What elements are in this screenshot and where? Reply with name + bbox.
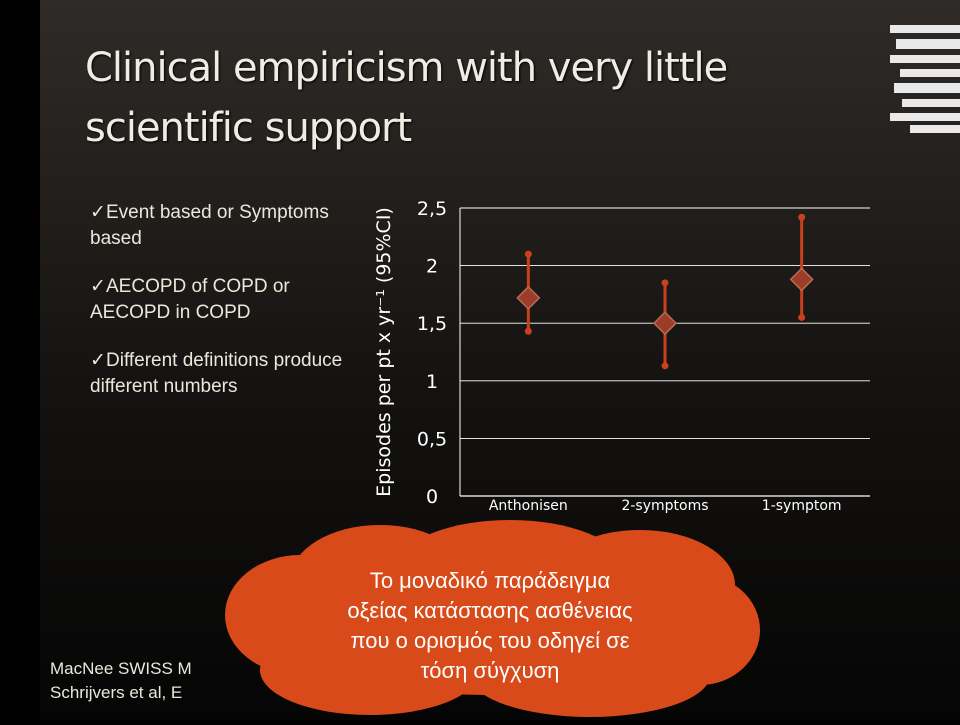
y-tick-label: 0,5 [417,428,447,450]
callout-line: τόση σύγχυση [420,658,560,683]
bullet-text: Different definitions produce different … [90,350,343,397]
reference-line: MacNee SWISS M [50,659,192,678]
callout-line: Το μοναδικό παράδειγμα [369,568,611,593]
data-point-diamond [789,267,814,292]
cloud-shape [225,520,760,717]
bullet-text: Event based or Symptoms based [90,202,329,249]
bullet-list: ✓Event based or Symptoms based ✓AECOPD o… [90,200,350,422]
y-tick-label: 2 [426,256,438,278]
y-tick-label: 0 [426,486,438,508]
bullet-item: ✓AECOPD of COPD or AECOPD in COPD [90,274,350,326]
exacerbation-chart: Episodes per pt x yr⁻¹ (95%CI) 0 0,5 1 1,5 2 2… [373,198,870,514]
checkmark-icon: ✓ [90,202,106,223]
x-tick-label: Anthonisen [489,498,568,514]
callout-line: που ο ορισμός του οδηγεί σε [350,628,630,653]
checkmark-icon: ✓ [90,276,106,297]
bullet-item: ✓Event based or Symptoms based [90,200,350,252]
x-tick-label: 2-symptoms [621,498,708,514]
ci-lower-dot [661,362,669,370]
y-axis-title: Episodes per pt x yr⁻¹ (95%CI) [373,207,395,497]
callout-line: οξείας κατάστασης ασθένειας [347,598,633,623]
callout-text: Το μοναδικό παράδειγμα οξείας κατάστασης… [210,566,770,686]
checkmark-icon: ✓ [90,350,106,371]
bullet-text: AECOPD of COPD or AECOPD in COPD [90,276,290,323]
y-tick-label: 2,5 [417,198,447,220]
bullet-item: ✓Different definitions produce different… [90,348,350,400]
reference-line: Schrijvers et al, E [50,683,183,702]
callout-cloud: Το μοναδικό παράδειγμα οξείας κατάστασης… [210,520,770,720]
data-point-diamond [516,285,541,310]
references: MacNee SWISS M Schrijvers et al, E [50,657,350,705]
decorative-stripes-icon [890,25,960,133]
slide-title: Clinical empiricism with very little sci… [85,45,728,151]
ci-upper-dot [661,279,669,287]
ci-lower-dot [798,313,806,321]
ci-upper-dot [798,213,806,221]
ci-lower-dot [524,327,532,335]
data-point-diamond [652,311,678,336]
ci-upper-dot [524,250,532,258]
x-tick-label: 1-symptom [762,498,842,514]
y-tick-label: 1 [426,371,438,393]
y-tick-label: 1,5 [417,313,447,335]
